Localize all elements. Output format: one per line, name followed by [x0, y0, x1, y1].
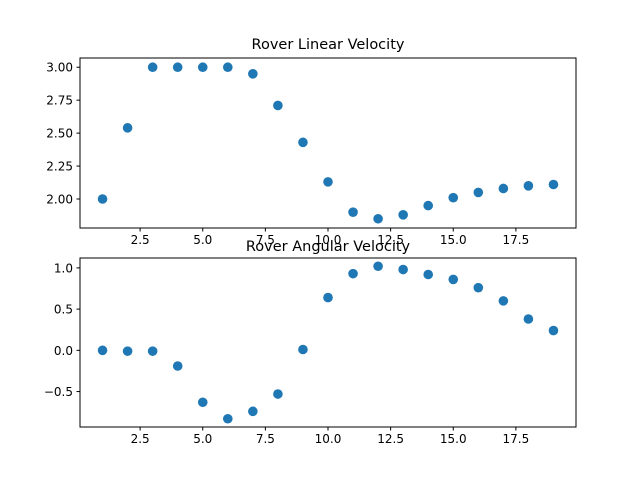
- y-tick-label-angular-2: 0.5: [54, 303, 73, 317]
- x-tick-label-angular-2: 7.5: [256, 432, 275, 446]
- data-point-angular-12: [398, 264, 408, 275]
- data-point-angular-10: [348, 268, 358, 279]
- data-point-linear-18: [548, 179, 559, 190]
- data-point-linear-16: [498, 183, 509, 194]
- data-point-linear-11: [373, 213, 383, 224]
- data-point-angular-5: [222, 413, 233, 424]
- ticks-angular: 2.5 5.0 7.5 10.0 12.5 15.0 17.5 −0.5 0.0 0.5 1.0: [44, 261, 529, 446]
- y-tick-label-linear-4: 3.00: [46, 61, 73, 75]
- data-point-angular-6: [248, 406, 258, 417]
- x-tick-label-linear-0: 2.5: [131, 233, 150, 247]
- data-point-angular-17: [523, 314, 534, 324]
- data-point-angular-3: [172, 361, 183, 371]
- x-tick-label-angular-6: 17.5: [503, 432, 530, 446]
- data-point-linear-14: [448, 192, 459, 203]
- data-point-angular-0: [97, 345, 108, 356]
- data-point-angular-16: [498, 296, 509, 306]
- y-tick-label-linear-0: 2.00: [46, 193, 73, 207]
- points-linear: [97, 62, 559, 224]
- x-tick-label-angular-3: 10.0: [315, 432, 342, 446]
- x-tick-label-linear-3: 10.0: [315, 233, 342, 247]
- x-tick-label-linear-2: 7.5: [256, 233, 275, 247]
- data-point-linear-1: [122, 123, 133, 133]
- points-angular: [97, 261, 559, 424]
- data-point-angular-9: [323, 292, 333, 303]
- data-point-linear-6: [248, 69, 258, 79]
- data-point-angular-18: [548, 325, 559, 336]
- data-point-linear-5: [222, 62, 233, 73]
- data-point-angular-15: [473, 282, 484, 293]
- y-tick-label-angular-1: 0.0: [54, 344, 73, 358]
- data-point-angular-1: [122, 346, 133, 356]
- data-point-linear-10: [348, 207, 358, 217]
- data-point-angular-13: [423, 269, 434, 280]
- linear-velocity-plot: Rover Linear Velocity 2.5 5.0 7.5 10.0 12.5 1…: [46, 37, 577, 247]
- data-point-linear-0: [97, 194, 108, 204]
- data-point-angular-4: [197, 397, 208, 408]
- data-point-linear-12: [398, 210, 408, 220]
- data-point-linear-2: [147, 62, 158, 73]
- data-point-linear-7: [273, 100, 283, 111]
- y-tick-label-linear-1: 2.25: [46, 160, 73, 174]
- ticks-linear: 2.5 5.0 7.5 10.0 12.5 15.0 17.5 2.00 2.25 2.50 2.7…: [46, 61, 529, 247]
- x-tick-label-linear-5: 15.0: [440, 233, 467, 247]
- data-point-angular-8: [298, 344, 308, 355]
- x-tick-label-angular-5: 15.0: [440, 432, 467, 446]
- data-point-linear-4: [197, 62, 208, 73]
- y-tick-label-angular-3: 1.0: [54, 261, 73, 275]
- angular-velocity-plot: Rover Angular Velocity 2.5 5.0 7.5 10.0 12.5…: [44, 239, 577, 446]
- x-tick-label-linear-6: 17.5: [503, 233, 530, 247]
- data-point-angular-7: [273, 389, 283, 399]
- x-tick-label-angular-4: 12.5: [377, 432, 404, 446]
- chart-title-angular: Rover Angular Velocity: [246, 239, 411, 255]
- data-point-angular-14: [448, 274, 459, 285]
- data-point-linear-15: [473, 187, 484, 198]
- x-tick-label-linear-1: 5.0: [193, 233, 212, 247]
- y-tick-label-angular-0: −0.5: [44, 385, 73, 399]
- y-tick-label-linear-3: 2.75: [46, 94, 73, 108]
- data-point-linear-9: [323, 177, 333, 187]
- data-point-angular-2: [147, 346, 158, 356]
- x-tick-label-linear-4: 12.5: [377, 233, 404, 247]
- data-point-linear-13: [423, 200, 434, 211]
- chart-title-linear: Rover Linear Velocity: [252, 37, 405, 53]
- data-point-angular-11: [373, 261, 383, 272]
- x-tick-label-angular-0: 2.5: [131, 432, 150, 446]
- data-point-linear-3: [172, 62, 183, 73]
- x-tick-label-angular-1: 5.0: [193, 432, 212, 446]
- y-tick-label-linear-2: 2.50: [46, 127, 73, 141]
- data-point-linear-17: [523, 181, 534, 191]
- data-point-linear-8: [298, 137, 308, 148]
